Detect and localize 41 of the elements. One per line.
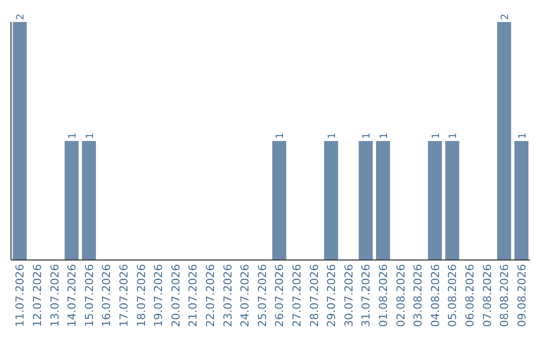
data-label: 1 [430, 132, 442, 139]
x-tick-label: 21.07.2026 [186, 264, 200, 327]
x-tick-label: 11.07.2026 [14, 264, 27, 327]
x-tick-label: 13.07.2026 [48, 264, 62, 327]
x-tick-label: 04.08.2026 [428, 264, 442, 327]
data-label: 1 [517, 132, 528, 139]
x-tick-label: 08.08.2026 [498, 264, 512, 327]
x-tick-label: 25.07.2026 [256, 264, 269, 327]
x-tick-label: 20.07.2026 [169, 264, 182, 327]
x-tick-label: 27.07.2026 [290, 264, 304, 327]
data-label: 2 [500, 14, 512, 20]
x-tick-label: 03.08.2026 [412, 264, 425, 327]
x-tick-label: 15.07.2026 [82, 264, 96, 327]
x-tick-label: 07.08.2026 [480, 264, 494, 327]
data-label: 1 [448, 132, 460, 139]
x-tick-label: 16.07.2026 [100, 264, 114, 327]
x-tick-label: 23.07.2026 [221, 264, 234, 327]
data-label: 2 [16, 14, 27, 20]
data-label: 1 [379, 132, 390, 139]
x-tick-label: 30.07.2026 [342, 264, 356, 327]
data-label: 1 [327, 132, 338, 139]
x-tick-label: 05.08.2026 [446, 264, 460, 327]
x-tick-label: 28.07.2026 [308, 264, 321, 327]
data-label: 1 [68, 132, 79, 139]
x-tick-label: 19.07.2026 [152, 264, 166, 327]
x-tick-label: 31.07.2026 [360, 264, 373, 327]
x-tick-label: 26.07.2026 [273, 264, 286, 327]
x-tick-label: 29.07.2026 [325, 264, 338, 327]
x-tick-label: 17.07.2026 [117, 264, 130, 327]
x-tick-label: 12.07.2026 [30, 264, 44, 327]
x-tick-label: 14.07.2026 [66, 264, 79, 327]
x-tick-label: 09.08.2026 [515, 264, 528, 327]
data-label: 1 [275, 132, 286, 139]
x-tick-label: 18.07.2026 [134, 264, 148, 327]
x-tick-label: 22.07.2026 [204, 264, 217, 327]
data-label: 1 [362, 132, 373, 139]
x-tick-label: 06.08.2026 [463, 264, 476, 327]
data-label: 1 [84, 132, 96, 139]
x-tick-label: 01.08.2026 [376, 264, 390, 327]
x-tick-label: 02.08.2026 [394, 264, 408, 327]
x-tick-label: 24.07.2026 [238, 264, 252, 327]
